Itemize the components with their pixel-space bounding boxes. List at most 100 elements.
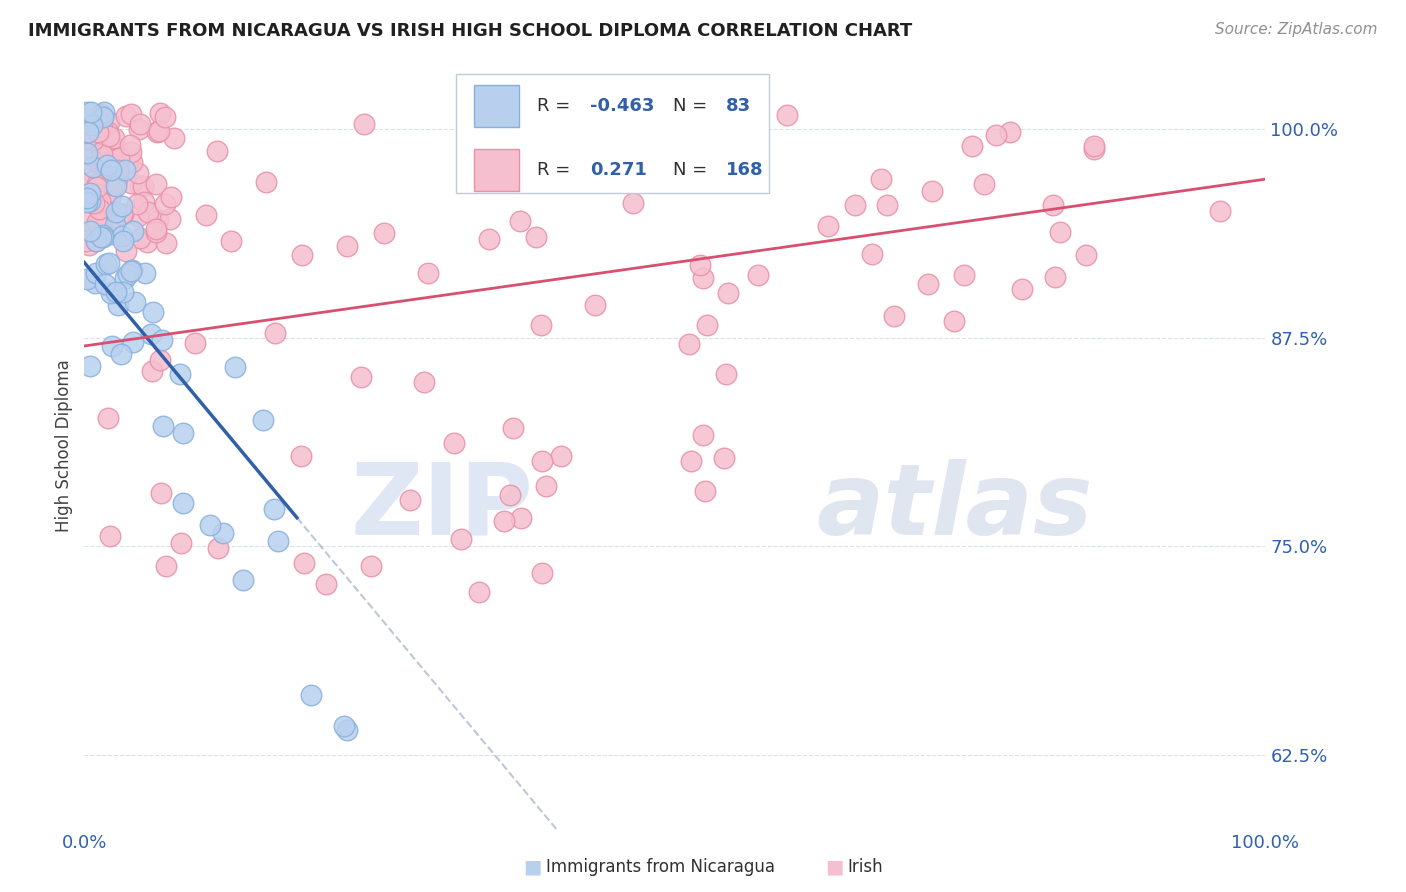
Point xyxy=(83,195,105,210)
Point xyxy=(96,158,118,172)
Point xyxy=(531,566,554,581)
Bar xyxy=(474,149,519,191)
Point xyxy=(86,180,108,194)
Point xyxy=(104,178,127,193)
Point xyxy=(693,484,716,499)
Point xyxy=(107,210,129,224)
Point xyxy=(101,167,124,181)
Point xyxy=(120,145,142,159)
Point xyxy=(333,719,356,733)
Point xyxy=(107,298,129,312)
Point xyxy=(153,110,176,124)
Text: Irish: Irish xyxy=(848,858,883,876)
Point xyxy=(90,153,112,168)
Point xyxy=(583,298,606,312)
Point xyxy=(212,526,235,541)
Point xyxy=(148,124,170,138)
Text: 0.271: 0.271 xyxy=(591,161,647,178)
Point xyxy=(120,107,142,121)
Point xyxy=(392,889,415,892)
Point xyxy=(83,126,105,140)
Point xyxy=(478,232,501,246)
Point xyxy=(115,109,138,123)
Point xyxy=(163,131,186,145)
Point xyxy=(91,120,114,135)
Point xyxy=(266,533,288,548)
Point xyxy=(509,214,531,228)
Point xyxy=(148,124,170,138)
Point xyxy=(115,244,138,259)
Point xyxy=(97,205,120,219)
Point xyxy=(634,889,657,892)
Point xyxy=(155,236,177,251)
Text: ■: ■ xyxy=(825,857,844,877)
Point xyxy=(557,889,579,892)
Point xyxy=(443,435,465,450)
Point xyxy=(121,263,143,277)
Point xyxy=(117,156,139,170)
Point xyxy=(120,264,142,278)
Point xyxy=(860,247,883,261)
Point xyxy=(531,454,554,468)
Point xyxy=(315,577,337,591)
Point xyxy=(921,185,943,199)
Point xyxy=(91,147,114,161)
Point xyxy=(224,360,246,375)
Point xyxy=(91,111,114,125)
Point xyxy=(437,889,460,892)
Point xyxy=(145,177,167,191)
Point xyxy=(110,347,132,361)
Point xyxy=(104,205,127,219)
Point xyxy=(689,258,711,272)
Point xyxy=(117,154,139,169)
Point xyxy=(118,138,141,153)
Point xyxy=(134,195,156,210)
Point xyxy=(294,557,316,571)
Point xyxy=(76,191,98,205)
Point xyxy=(86,215,108,229)
Text: R =: R = xyxy=(537,161,582,178)
Point xyxy=(84,266,107,280)
Point xyxy=(86,177,108,191)
Point xyxy=(111,207,134,221)
Point xyxy=(605,889,627,892)
Point xyxy=(416,266,439,280)
Point xyxy=(101,339,124,353)
Point xyxy=(152,419,174,434)
Point xyxy=(984,128,1007,142)
Point xyxy=(870,171,893,186)
Point xyxy=(127,209,149,223)
Point xyxy=(94,277,117,291)
Point xyxy=(492,514,515,528)
Point xyxy=(172,426,194,441)
Point xyxy=(450,532,472,546)
Point xyxy=(83,173,105,187)
Point xyxy=(107,162,129,177)
Point xyxy=(207,145,229,159)
Point xyxy=(336,239,359,253)
Point xyxy=(184,336,207,351)
FancyBboxPatch shape xyxy=(457,74,769,193)
Point xyxy=(1042,198,1064,212)
Point xyxy=(129,179,152,194)
Point xyxy=(97,125,120,139)
Point xyxy=(75,212,97,227)
Point xyxy=(692,428,714,442)
Point xyxy=(299,688,322,702)
Point xyxy=(87,202,110,216)
Point xyxy=(159,211,181,226)
Point xyxy=(146,212,169,227)
Point xyxy=(111,229,134,244)
Point xyxy=(550,449,572,463)
Point xyxy=(416,889,439,892)
Text: 83: 83 xyxy=(725,97,751,115)
Point xyxy=(87,119,110,133)
Point xyxy=(129,230,152,244)
Point xyxy=(104,141,127,155)
Point xyxy=(498,889,520,892)
Point xyxy=(91,227,114,242)
Point xyxy=(89,194,111,208)
Point xyxy=(100,186,122,200)
Point xyxy=(817,219,839,233)
Point xyxy=(100,187,122,202)
